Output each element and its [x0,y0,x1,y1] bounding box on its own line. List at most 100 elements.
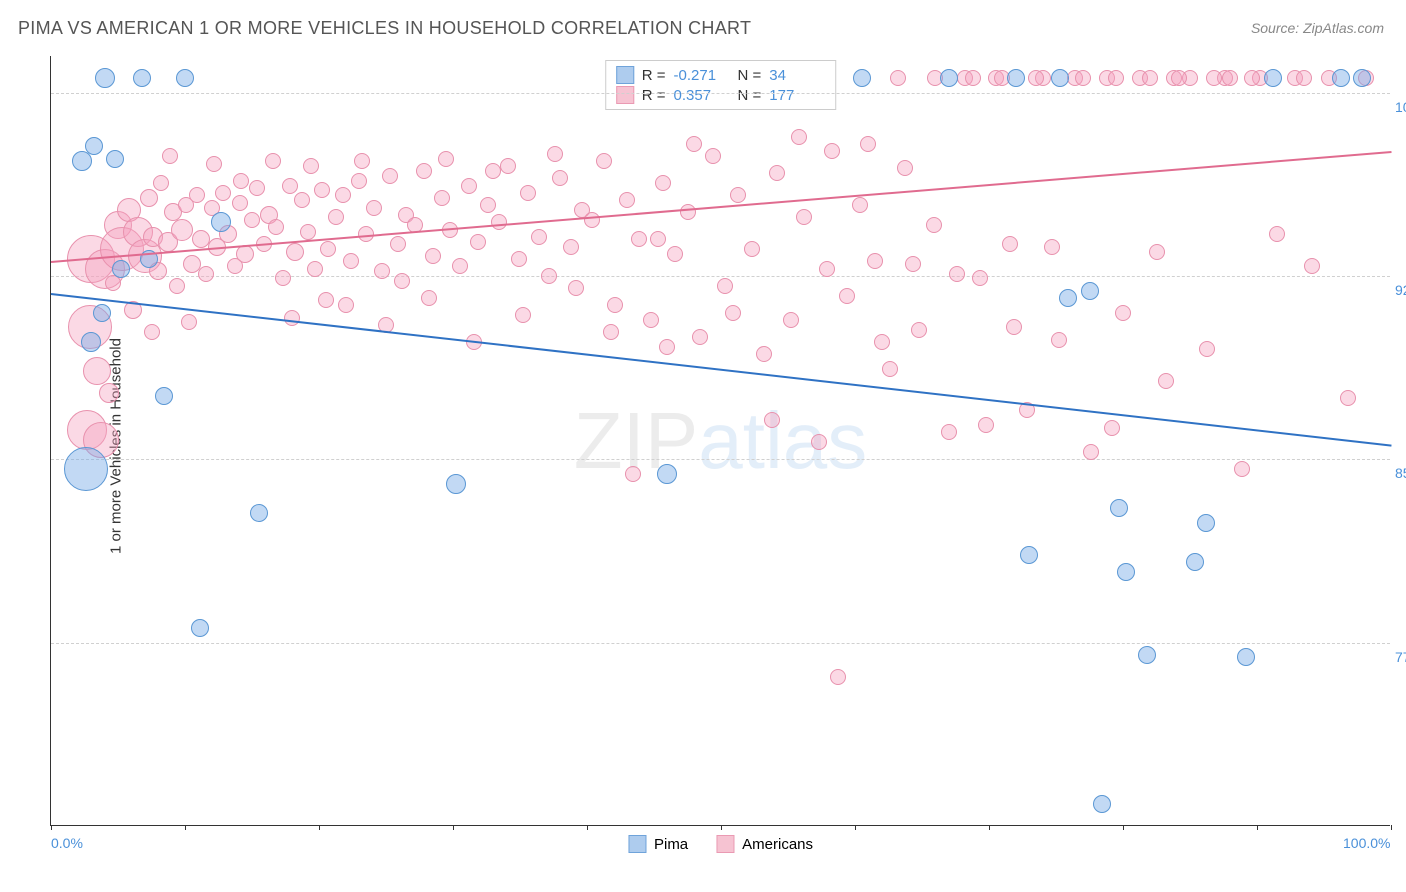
americans-point [425,248,441,264]
legend-item-americans: Americans [716,835,813,853]
americans-point [1142,70,1158,86]
americans-point [83,357,111,385]
americans-point [374,263,390,279]
americans-point [351,173,367,189]
americans-point [233,173,249,189]
pima-point [191,619,209,637]
americans-point [171,219,193,241]
americans-point [568,280,584,296]
pima-point [1197,514,1215,532]
americans-point [730,187,746,203]
x-tick-label: 0.0% [51,835,83,851]
americans-point [897,160,913,176]
pima-point [93,304,111,322]
americans-point [667,246,683,262]
americans-point [1296,70,1312,86]
x-tick-mark [185,825,186,830]
americans-point [1222,70,1238,86]
x-tick-mark [319,825,320,830]
americans-point [206,156,222,172]
x-tick-mark [989,825,990,830]
americans-point [705,148,721,164]
swatch-pima [628,835,646,853]
americans-point [162,148,178,164]
americans-point [1340,390,1356,406]
plot-area: ZIPatlas R = -0.271 N = 34 R = 0.357 N =… [50,56,1390,826]
americans-point [584,212,600,228]
stats-row-pima: R = -0.271 N = 34 [616,65,826,85]
americans-point [390,236,406,252]
gridline [51,643,1390,644]
x-tick-mark [51,825,52,830]
americans-point [275,270,291,286]
americans-point [268,219,284,235]
americans-point [354,153,370,169]
pima-point [155,387,173,405]
pima-point [1081,282,1099,300]
americans-point [335,187,351,203]
pima-n-value: 34 [769,67,825,84]
americans-point [198,266,214,282]
pima-point [853,69,871,87]
americans-point [232,195,248,211]
americans-point [717,278,733,294]
americans-point [461,178,477,194]
americans-point [485,163,501,179]
pima-point [1020,546,1038,564]
y-tick-label: 100.0% [1395,99,1406,115]
americans-point [294,192,310,208]
americans-point [824,143,840,159]
source-credit: Source: ZipAtlas.com [1251,20,1384,36]
americans-point [764,412,780,428]
pima-point [1332,69,1350,87]
stats-row-americans: R = 0.357 N = 177 [616,85,826,105]
americans-point [911,322,927,338]
legend-label-americans: Americans [742,836,813,853]
americans-point [692,329,708,345]
americans-point [438,151,454,167]
x-tick-mark [587,825,588,830]
americans-point [596,153,612,169]
americans-point [659,339,675,355]
americans-point [796,209,812,225]
americans-point [949,266,965,282]
americans-point [416,163,432,179]
americans-point [1002,236,1018,252]
americans-point [382,168,398,184]
x-tick-mark [855,825,856,830]
americans-point [1244,70,1260,86]
americans-point [314,182,330,198]
americans-point [394,273,410,289]
americans-point [882,361,898,377]
pima-point [81,332,101,352]
americans-point [328,209,344,225]
americans-point [434,190,450,206]
americans-point [655,175,671,191]
americans-point [105,275,121,291]
y-tick-label: 77.5% [1395,649,1406,665]
gridline [51,93,1390,94]
gridline [51,276,1390,277]
americans-point [686,136,702,152]
americans-point [265,153,281,169]
x-tick-mark [1257,825,1258,830]
stats-legend-box: R = -0.271 N = 34 R = 0.357 N = 177 [605,60,837,110]
americans-point [725,305,741,321]
pima-point [1007,69,1025,87]
swatch-americans [716,835,734,853]
pima-point [657,464,677,484]
americans-point [905,256,921,272]
americans-point [1104,420,1120,436]
americans-point [631,231,647,247]
americans-point [783,312,799,328]
swatch-americans [616,86,634,104]
americans-point [144,324,160,340]
americans-point [819,261,835,277]
chart-container: PIMA VS AMERICAN 1 OR MORE VEHICLES IN H… [0,0,1406,892]
pima-point [1093,795,1111,813]
americans-point [500,158,516,174]
americans-point [189,187,205,203]
americans-point [480,197,496,213]
americans-point [965,70,981,86]
americans-point [552,170,568,186]
